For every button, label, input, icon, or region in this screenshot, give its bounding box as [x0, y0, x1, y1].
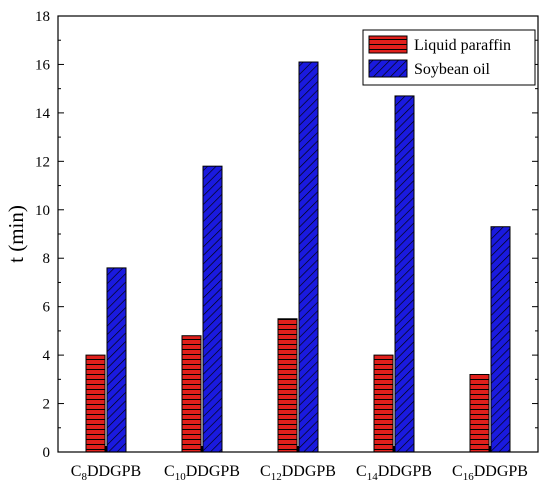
bar-liquid-paraffin: [181, 335, 202, 453]
legend-swatch: [368, 59, 408, 78]
y-tick-label: 12: [35, 154, 50, 170]
legend-label: Liquid paraffin: [414, 37, 511, 54]
bar-soybean-oil: [490, 226, 511, 453]
y-tick-label: 16: [35, 57, 51, 73]
y-tick-label: 8: [43, 251, 51, 267]
bar-liquid-paraffin: [469, 373, 490, 453]
y-tick-label: 18: [35, 9, 50, 25]
bar-soybean-oil: [298, 61, 319, 453]
bar-soybean-oil: [106, 267, 127, 453]
bar-liquid-paraffin: [373, 354, 394, 453]
x-axis: C8DDGPB C10DDGPB C12DDGPB C14DDGPB C16DDGPB: [71, 446, 528, 483]
x-tick-label: C10DDGPB: [164, 463, 240, 483]
y-tick-label: 2: [43, 397, 51, 413]
legend-label: Soybean oil: [414, 61, 491, 78]
x-tick-label: C8DDGPB: [71, 463, 141, 483]
x-tick-label: C12DDGPB: [260, 463, 336, 483]
y-tick-label: 10: [35, 203, 50, 219]
legend-swatch: [368, 35, 408, 54]
bar-soybean-oil: [202, 165, 223, 453]
bar-soybean-oil: [394, 95, 415, 453]
legend: Liquid paraffin Soybean oil: [362, 29, 536, 86]
bar-liquid-paraffin: [277, 318, 298, 453]
x-tick-label: C16DDGPB: [452, 463, 528, 483]
y-axis-label: t (min): [4, 205, 28, 263]
bar-liquid-paraffin: [85, 354, 106, 453]
y-tick-label: 14: [35, 106, 51, 122]
y-tick-label: 6: [43, 300, 51, 316]
y-tick-label: 4: [43, 348, 51, 364]
bars-group: [85, 61, 511, 453]
y-axis: 0 2 4 6 8 10 12 14 16 18: [35, 9, 538, 461]
y-tick-label: 0: [43, 445, 51, 461]
x-tick-label: C14DDGPB: [356, 463, 432, 483]
